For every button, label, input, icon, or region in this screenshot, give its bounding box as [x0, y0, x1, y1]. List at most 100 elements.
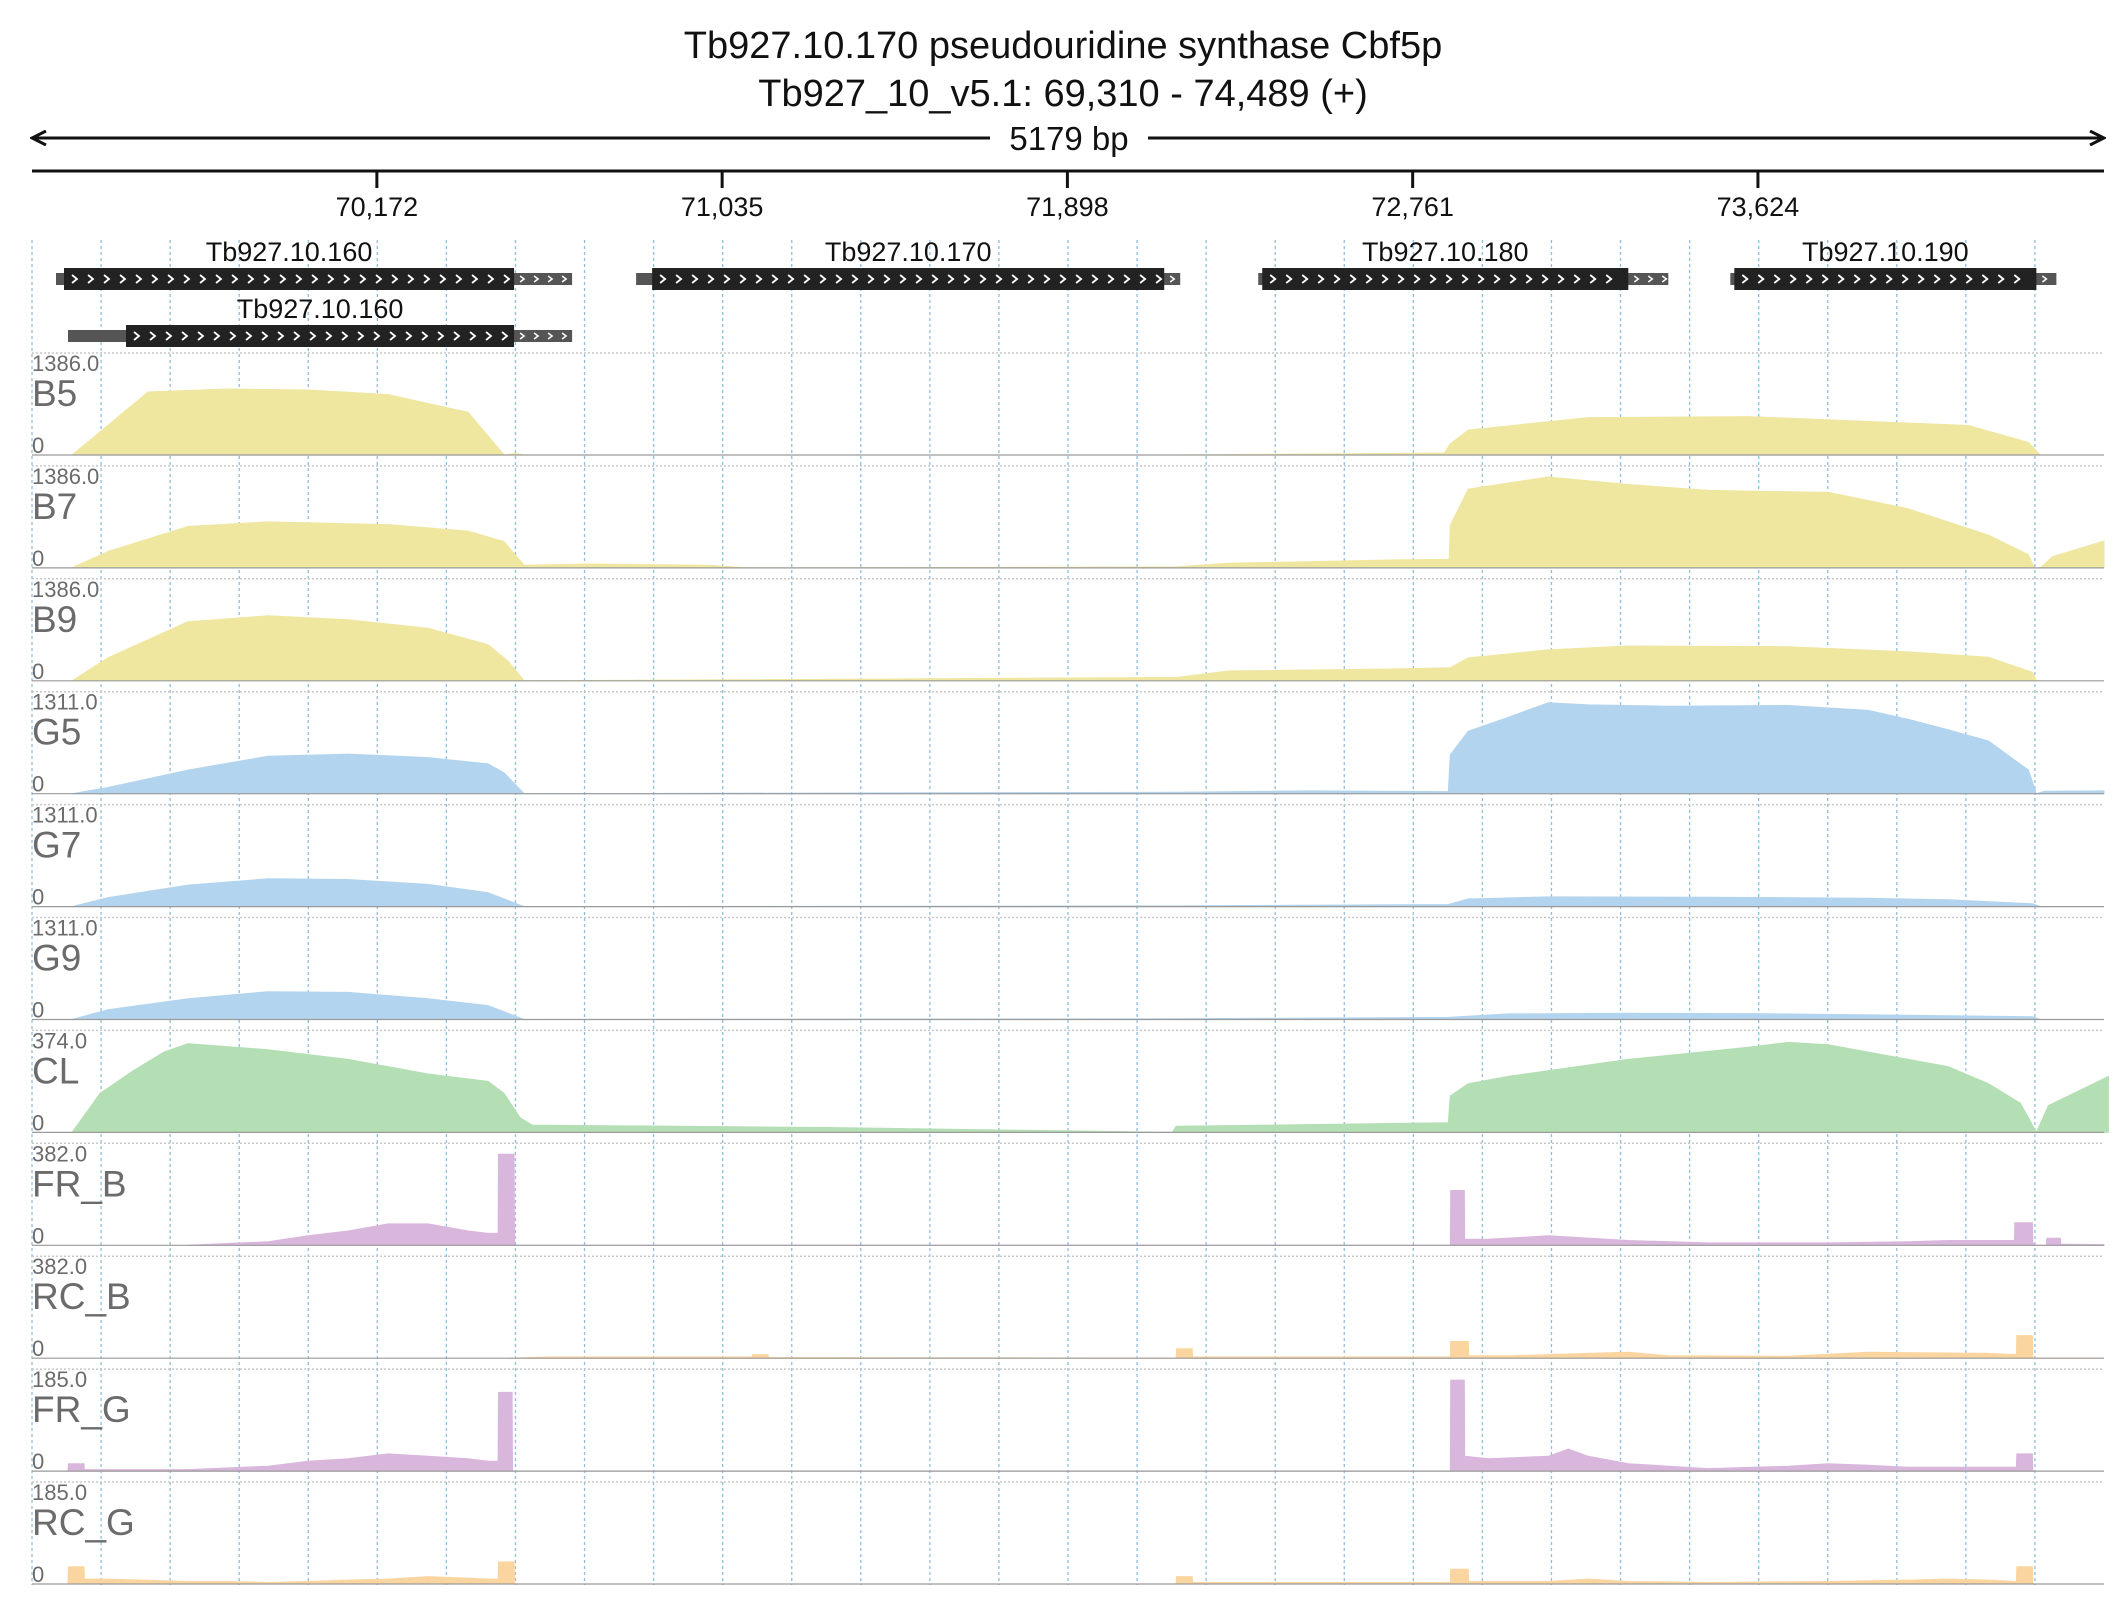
strand-chevron — [899, 274, 907, 284]
gene-models: Tb927.10.160 Tb927.10.170 Tb927.10.180 Tb92… — [56, 237, 2057, 347]
strand-chevron — [325, 331, 333, 341]
strand-chevron — [199, 274, 207, 284]
strand-chevron — [787, 274, 795, 284]
gene-model: Tb927.10.160 — [68, 294, 573, 347]
strand-chevron — [1301, 274, 1309, 284]
strand-chevron — [1837, 274, 1845, 284]
strand-chevron — [1123, 274, 1131, 284]
axis-tick-label: 72,761 — [1371, 192, 1454, 222]
axis-tick-label: 71,035 — [681, 192, 764, 222]
strand-chevron — [835, 274, 843, 284]
track-zero-label: 0 — [32, 1110, 44, 1135]
strand-chevron — [1397, 274, 1405, 284]
span-label: 5179 bp — [1009, 120, 1128, 157]
strand-chevron — [707, 274, 715, 284]
gene-cds — [126, 325, 515, 347]
gene-label: Tb927.10.170 — [825, 237, 992, 267]
strand-chevron — [149, 331, 157, 341]
strand-chevron — [1869, 274, 1877, 284]
gene-model: Tb927.10.160 — [56, 237, 573, 290]
coverage-area — [71, 702, 2105, 795]
strand-chevron — [1509, 274, 1517, 284]
strand-chevron — [263, 274, 271, 284]
strand-chevron — [197, 331, 205, 341]
strand-chevron — [1557, 274, 1565, 284]
track-name: G5 — [32, 712, 81, 753]
strand-chevron — [1605, 274, 1613, 284]
strand-chevron — [1541, 274, 1549, 284]
strand-chevron — [771, 274, 779, 284]
strand-chevron — [215, 274, 223, 284]
strand-chevron — [675, 274, 683, 284]
strand-chevron — [691, 274, 699, 284]
track-max-label: 382.0 — [32, 1254, 87, 1279]
strand-chevron — [1349, 274, 1357, 284]
track-name: FR_B — [32, 1163, 127, 1204]
strand-chevron — [327, 274, 335, 284]
strand-chevron — [375, 274, 383, 284]
coverage-track: 374.0CL 0 — [32, 1028, 2109, 1135]
strand-chevron — [167, 274, 175, 284]
gene-model: Tb927.10.190 — [1730, 237, 2057, 290]
strand-chevron — [723, 274, 731, 284]
strand-chevron — [1429, 274, 1437, 284]
strand-chevron — [739, 274, 747, 284]
strand-chevron — [181, 331, 189, 341]
strand-chevron — [293, 331, 301, 341]
strand-chevron — [1661, 275, 1668, 283]
gene-model: Tb927.10.180 — [1258, 237, 1669, 290]
track-name: CL — [32, 1050, 79, 1091]
strand-chevron — [1011, 274, 1019, 284]
track-zero-label: 0 — [32, 659, 44, 684]
strand-chevron — [867, 274, 875, 284]
strand-chevron — [87, 274, 95, 284]
track-name: B7 — [32, 486, 77, 527]
strand-chevron — [103, 274, 111, 284]
track-zero-label: 0 — [32, 1562, 44, 1587]
strand-chevron — [915, 274, 923, 284]
strand-chevron — [455, 274, 463, 284]
track-max-label: 1311.0 — [32, 916, 98, 941]
strand-chevron — [963, 274, 971, 284]
track-name: FR_G — [32, 1389, 131, 1430]
strand-chevron — [277, 331, 285, 341]
strand-chevron — [1525, 274, 1533, 284]
track-max-label: 1386.0 — [32, 351, 99, 376]
strand-chevron — [1773, 274, 1781, 284]
strand-chevron — [2013, 274, 2021, 284]
strand-chevron — [1573, 274, 1581, 284]
strand-chevron — [373, 331, 381, 341]
coverage-track: 1386.0B7 0 — [32, 464, 2105, 571]
strand-chevron — [561, 332, 568, 340]
gene-label: Tb927.10.160 — [206, 237, 373, 267]
locus-label: Tb927_10_v5.1: 69,310 - 74,489 (+) — [758, 73, 1368, 115]
strand-chevron — [1477, 274, 1485, 284]
strand-chevron — [183, 274, 191, 284]
track-name: RC_B — [32, 1276, 131, 1317]
strand-chevron — [1493, 274, 1501, 284]
strand-chevron — [2041, 275, 2048, 283]
strand-chevron — [1981, 274, 1989, 284]
strand-chevron — [231, 274, 239, 284]
coverage-track: 1386.0B5 0 — [32, 351, 2104, 458]
coverage-track: 382.0FR_B 0 — [32, 1141, 2105, 1248]
track-zero-label: 0 — [32, 1336, 44, 1361]
strand-chevron — [501, 331, 509, 341]
strand-chevron — [533, 332, 540, 340]
coverage-tracks: 1386.0B501386.0B701386.0B901311.0G501311… — [32, 351, 2109, 1587]
strand-chevron — [453, 331, 461, 341]
track-name: RC_G — [32, 1502, 135, 1543]
track-zero-label: 0 — [32, 433, 44, 458]
track-max-label: 1386.0 — [32, 464, 99, 489]
strand-chevron — [1461, 274, 1469, 284]
strand-chevron — [819, 274, 827, 284]
coverage-area — [70, 615, 2038, 682]
strand-chevron — [213, 331, 221, 341]
axis-tick-label: 73,624 — [1717, 192, 1800, 222]
track-max-label: 185.0 — [32, 1367, 87, 1392]
coverage-area — [508, 1335, 2104, 1359]
strand-chevron — [391, 274, 399, 284]
strand-chevron — [359, 274, 367, 284]
track-zero-label: 0 — [32, 772, 44, 797]
strand-chevron — [421, 331, 429, 341]
